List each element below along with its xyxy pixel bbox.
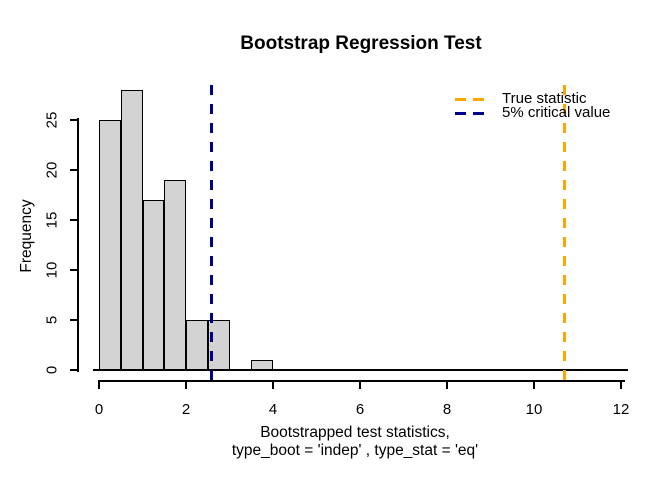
y-tick-label: 15	[43, 211, 61, 229]
legend-line-sample	[455, 111, 489, 115]
legend-item-label: 5% critical value	[502, 104, 611, 121]
x-tick	[533, 382, 535, 389]
y-tick	[70, 169, 78, 171]
x-tick-label: 6	[355, 401, 365, 418]
x-tick-label: 4	[268, 401, 278, 418]
legend-item: True statistic	[455, 90, 610, 107]
histogram-bar	[99, 120, 121, 370]
x-tick	[446, 382, 448, 389]
y-tick-label: 25	[43, 111, 61, 129]
y-tick-label: 0	[43, 365, 61, 375]
legend-item: 5% critical value	[455, 104, 611, 121]
zero-baseline	[93, 369, 628, 371]
y-axis-label: Frequency	[18, 199, 35, 273]
histogram-bar	[143, 200, 164, 370]
x-axis-label-line2: type_boot = 'indep' , type_stat = 'eq'	[231, 442, 479, 459]
x-tick	[272, 382, 274, 389]
x-tick	[620, 382, 622, 389]
x-tick-label: 0	[94, 401, 104, 418]
y-tick-label: 5	[43, 315, 61, 325]
x-axis-label-line1: Bootstrapped test statistics,	[260, 424, 450, 441]
legend-line-sample	[455, 97, 489, 101]
y-tick	[70, 269, 78, 271]
y-axis-line	[77, 118, 79, 372]
y-tick-label: 10	[43, 261, 61, 279]
histogram-bar	[121, 90, 143, 370]
x-tick	[359, 382, 361, 389]
legend-item-label: True statistic	[502, 90, 587, 107]
x-axis-line	[98, 380, 625, 382]
y-tick	[70, 319, 78, 321]
x-tick-label: 12	[612, 401, 630, 418]
x-tick-label: 2	[181, 401, 191, 418]
plot-title: Bootstrap Regression Test	[240, 33, 482, 54]
y-tick-label: 20	[43, 161, 61, 179]
x-tick-label: 10	[525, 401, 543, 418]
x-tick-label: 8	[442, 401, 452, 418]
x-tick	[98, 382, 100, 389]
x-tick	[185, 382, 187, 389]
histogram-bar	[186, 320, 208, 370]
y-tick	[70, 219, 78, 221]
histogram-bar	[164, 180, 186, 370]
true-statistic-line	[563, 85, 566, 381]
legend: True statistic 5% critical value	[455, 90, 611, 121]
y-tick	[70, 119, 78, 121]
y-tick	[70, 369, 78, 371]
critical-value-line	[210, 85, 213, 381]
